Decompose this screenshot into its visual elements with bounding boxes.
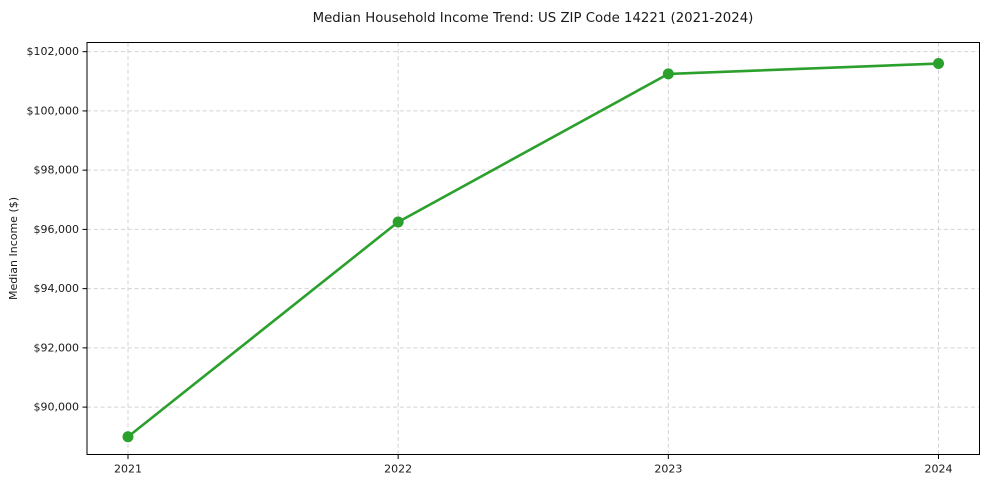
grid-layer <box>87 42 980 455</box>
chart-title: Median Household Income Trend: US ZIP Co… <box>313 11 754 26</box>
tick-marks-layer <box>82 51 939 459</box>
data-point <box>392 216 404 228</box>
x-tick-label: 2022 <box>384 463 412 476</box>
y-tick-label: $90,000 <box>34 401 80 414</box>
y-tick-label: $94,000 <box>34 282 80 295</box>
y-tick-label: $92,000 <box>34 341 80 354</box>
y-axis-label: Median Income ($) <box>7 197 20 300</box>
x-tick-label: 2024 <box>925 463 953 476</box>
y-tick-label: $102,000 <box>27 45 80 58</box>
data-point <box>122 431 134 443</box>
data-point <box>662 68 674 80</box>
tick-labels-layer: $90,000 $92,000 $94,000 $96,000 $98,000 $100,… <box>27 45 953 475</box>
y-tick-label: $96,000 <box>34 223 80 236</box>
data-point <box>933 58 944 70</box>
data-series-layer <box>122 58 944 443</box>
data-line <box>126 62 940 439</box>
plot-border <box>86 42 980 455</box>
x-tick-label: 2021 <box>114 463 142 476</box>
y-tick-label: $98,000 <box>34 164 80 177</box>
y-tick-label: $100,000 <box>27 104 80 117</box>
x-tick-label: 2023 <box>654 463 682 476</box>
